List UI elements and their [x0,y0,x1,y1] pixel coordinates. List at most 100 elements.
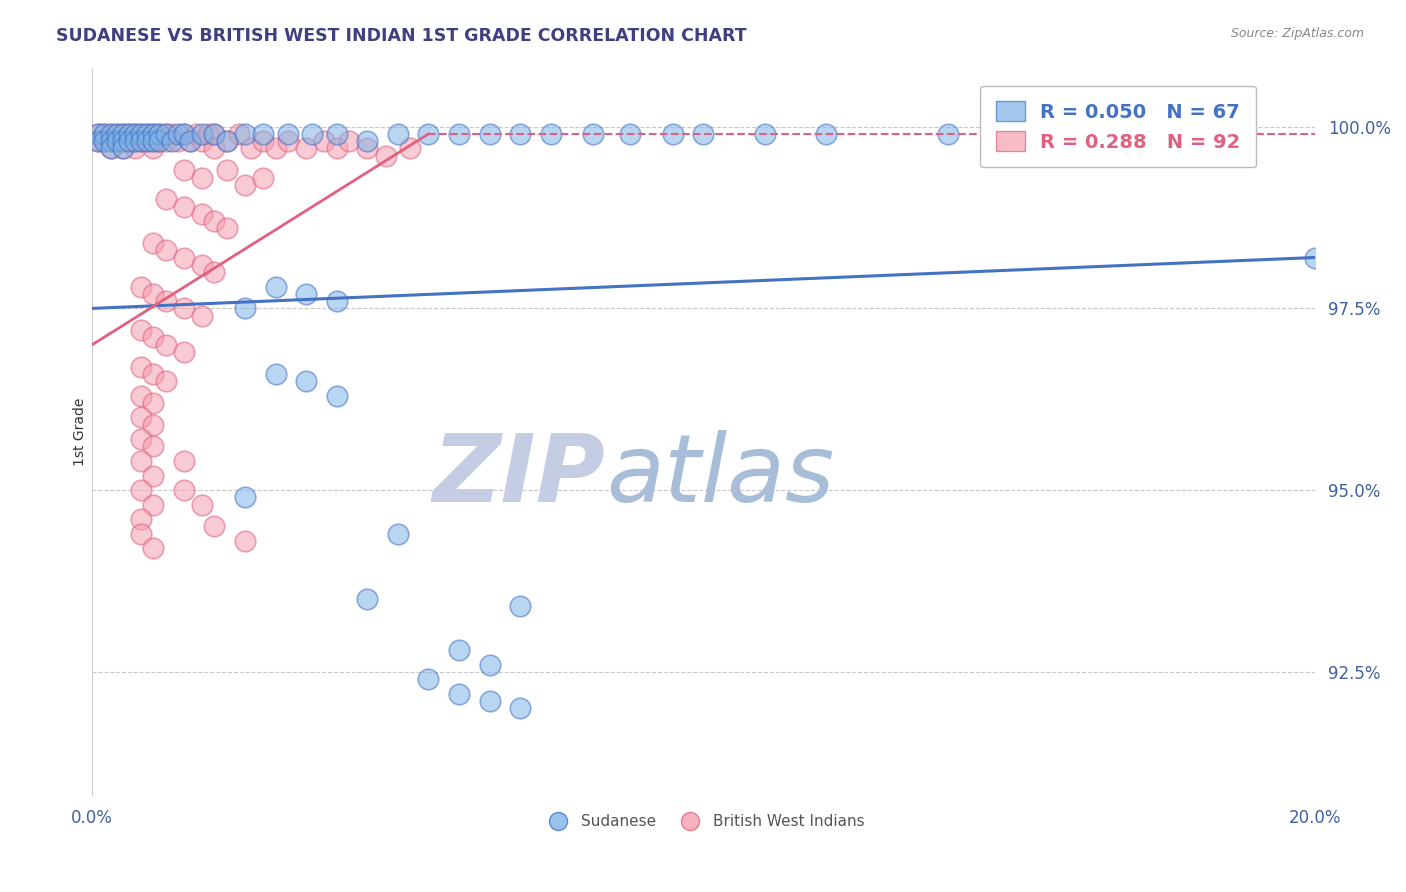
Point [197,127,219,141]
Point [129,410,152,425]
Point [160,134,183,148]
Point [87,127,110,141]
Point [142,417,165,432]
Point [136,134,159,148]
Point [233,127,256,141]
Point [240,141,263,155]
Point [447,127,470,141]
Point [142,235,165,250]
Point [129,389,152,403]
Point [148,134,170,148]
Point [93,134,115,148]
Point [215,163,238,178]
Point [100,127,122,141]
Point [142,127,165,141]
Point [233,301,256,316]
Point [252,170,274,185]
Point [93,134,115,148]
Text: Source: ZipAtlas.com: Source: ZipAtlas.com [1230,27,1364,40]
Text: SUDANESE VS BRITISH WEST INDIAN 1ST GRADE CORRELATION CHART: SUDANESE VS BRITISH WEST INDIAN 1ST GRAD… [56,27,747,45]
Point [173,301,195,316]
Point [105,134,128,148]
Point [356,141,378,155]
Point [142,541,165,556]
Point [301,127,323,141]
Point [1303,251,1326,265]
Point [142,396,165,410]
Point [142,440,165,454]
Point [478,127,501,141]
Point [136,127,159,141]
Point [233,491,256,505]
Point [215,134,238,148]
Point [191,127,214,141]
Point [204,214,226,228]
Point [129,432,152,446]
Point [160,127,183,141]
Point [509,127,531,141]
Point [399,141,422,155]
Point [111,134,134,148]
Point [264,141,287,155]
Point [124,134,146,148]
Point [148,127,170,141]
Point [87,127,110,141]
Point [111,141,134,155]
Point [111,134,134,148]
Point [204,519,226,533]
Point [264,279,287,293]
Point [155,134,177,148]
Point [478,694,501,708]
Point [478,657,501,672]
Point [155,337,177,351]
Point [111,141,134,155]
Point [936,127,959,141]
Point [1059,127,1081,141]
Point [100,141,122,155]
Point [337,134,360,148]
Point [1181,127,1204,141]
Point [295,374,318,388]
Point [118,134,141,148]
Point [387,526,409,541]
Point [356,592,378,607]
Point [100,134,122,148]
Point [142,134,165,148]
Point [447,643,470,657]
Point [374,149,396,163]
Point [325,294,347,309]
Point [87,134,110,148]
Point [124,141,146,155]
Point [142,141,165,155]
Point [173,127,195,141]
Point [173,483,195,497]
Point [356,134,378,148]
Point [204,127,226,141]
Point [142,286,165,301]
Point [204,265,226,279]
Point [111,127,134,141]
Point [191,207,214,221]
Point [277,134,299,148]
Point [129,512,152,526]
Point [509,701,531,715]
Point [252,127,274,141]
Text: ZIP: ZIP [433,430,606,522]
Point [155,127,177,141]
Point [173,345,195,359]
Point [166,127,188,141]
Point [129,127,152,141]
Point [93,127,115,141]
Point [754,127,776,141]
Point [173,200,195,214]
Point [148,134,170,148]
Point [662,127,685,141]
Point [124,127,146,141]
Point [252,134,274,148]
Point [118,134,141,148]
Point [155,127,177,141]
Point [129,127,152,141]
Point [277,127,299,141]
Point [179,134,201,148]
Point [100,134,122,148]
